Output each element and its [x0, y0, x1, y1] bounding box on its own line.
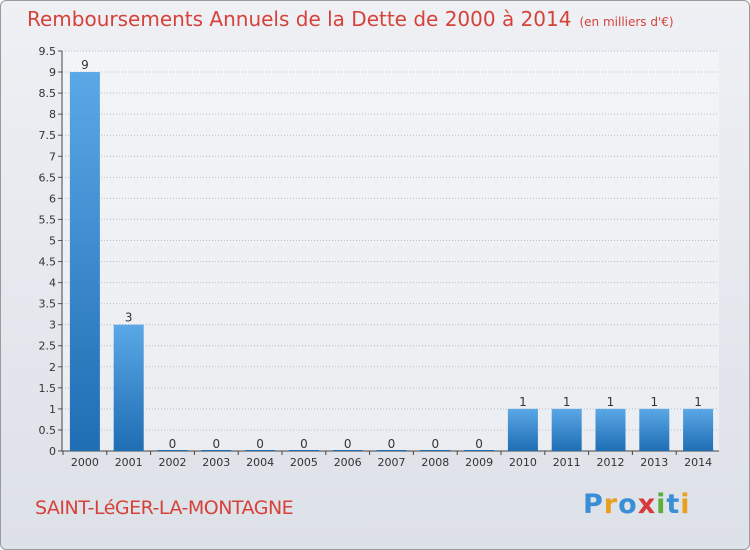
logo-letter: o [618, 489, 638, 520]
x-tick-label: 2011 [553, 456, 581, 469]
bar-2011 [551, 408, 582, 451]
y-tick-label: 3.5 [39, 298, 57, 311]
bar-2003 [201, 450, 232, 451]
x-tick-label: 2013 [640, 456, 668, 469]
data-label: 0 [431, 437, 439, 451]
x-tick-label: 2001 [115, 456, 143, 469]
data-label: 0 [256, 437, 264, 451]
y-tick-label: 0 [49, 445, 56, 458]
bar-2007 [376, 450, 407, 451]
y-tick-label: 4.5 [39, 256, 57, 269]
y-tick-label: 2.5 [39, 340, 57, 353]
x-tick-label: 2014 [684, 456, 712, 469]
y-tick-label: 8 [49, 108, 56, 121]
chart-title: Remboursements Annuels de la Dette de 20… [27, 7, 674, 31]
y-tick-label: 6.5 [39, 171, 57, 184]
x-tick-label: 2000 [71, 456, 99, 469]
data-label: 3 [125, 311, 133, 325]
plot-area [62, 51, 719, 451]
y-tick-label: 2 [49, 361, 56, 374]
bar-2009 [464, 450, 495, 451]
bar-2014 [683, 408, 714, 451]
chart-title-text: Remboursements Annuels de la Dette de 20… [27, 7, 572, 31]
x-tick-label: 2005 [290, 456, 318, 469]
y-tick-label: 0.5 [39, 424, 57, 437]
x-tick-label: 2004 [246, 456, 274, 469]
data-label: 1 [650, 395, 658, 409]
bar-2012 [595, 408, 626, 451]
x-tick-label: 2008 [421, 456, 449, 469]
y-tick-label: 8.5 [39, 87, 57, 100]
logo-letter: t [666, 489, 681, 520]
x-tick-label: 2010 [509, 456, 537, 469]
x-tick-label: 2007 [378, 456, 406, 469]
bar-2005 [288, 450, 319, 451]
data-label: 0 [169, 437, 177, 451]
x-tick-label: 2006 [334, 456, 362, 469]
chart-unit: (en milliers d'€) [579, 15, 674, 29]
bar-2001 [113, 324, 144, 451]
data-label: 1 [563, 395, 571, 409]
data-label: 0 [300, 437, 308, 451]
y-tick-label: 1.5 [39, 382, 57, 395]
commune-name: SAINT-LéGER-LA-MONTAGNE [35, 497, 294, 519]
bar-2002 [157, 450, 188, 451]
data-label: 9 [81, 58, 89, 72]
y-tick-label: 6 [49, 192, 56, 205]
logo-letter: P [583, 489, 604, 520]
x-tick-label: 2012 [597, 456, 625, 469]
data-label: 0 [212, 437, 220, 451]
y-tick-label: 5 [49, 234, 56, 247]
proxiti-logo: Proxiti [583, 489, 691, 520]
bar-2010 [507, 408, 538, 451]
bar-2004 [245, 450, 276, 451]
y-tick-label: 9 [49, 66, 56, 79]
bar-2000 [69, 72, 100, 451]
y-tick-label: 1 [49, 403, 56, 416]
y-tick-label: 4 [49, 277, 56, 290]
logo-letter: i [656, 489, 667, 520]
y-tick-label: 9.5 [39, 45, 57, 58]
bar-2006 [332, 450, 363, 451]
logo-letter: x [637, 489, 657, 520]
x-tick-label: 2009 [465, 456, 493, 469]
y-tick-label: 5.5 [39, 213, 57, 226]
y-tick-label: 7 [49, 150, 56, 163]
data-label: 0 [344, 437, 352, 451]
x-tick-label: 2002 [159, 456, 187, 469]
data-label: 0 [475, 437, 483, 451]
y-tick-label: 3 [49, 319, 56, 332]
data-label: 1 [607, 395, 615, 409]
data-label: 1 [694, 395, 702, 409]
bar-2013 [639, 408, 670, 451]
x-tick-label: 2003 [202, 456, 230, 469]
data-label: 0 [388, 437, 396, 451]
y-tick-label: 7.5 [39, 129, 57, 142]
bar-2008 [420, 450, 451, 451]
data-label: 1 [519, 395, 527, 409]
logo-letter: r [603, 489, 619, 520]
logo-letter: i [680, 489, 691, 520]
